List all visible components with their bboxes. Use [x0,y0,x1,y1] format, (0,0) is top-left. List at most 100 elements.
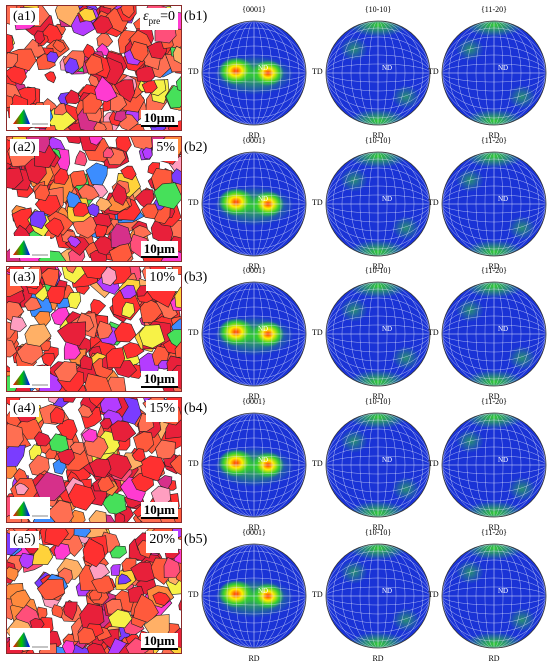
grain [84,373,112,391]
grain-map-graphic [7,6,181,130]
rd-axis-label: RD [372,392,384,401]
panel-label-a: (a1) [10,8,39,25]
ebsd-orientation-map: (a4) 15% 10μm [6,397,182,523]
pole-figure-title: {0001} [242,136,266,145]
rd-axis-label: RD [488,392,500,401]
grain [121,301,136,319]
grain [84,54,104,75]
grain [29,210,47,230]
grain [23,297,42,312]
grain [77,626,97,644]
grain [64,89,81,105]
grain [93,234,115,256]
pole-figure-title: {10-10} [364,136,392,145]
grain [48,398,60,404]
pole-figure-title: {10-10} [364,397,392,406]
ebsd-orientation-map: (a5) 20% 10μm [6,528,182,654]
grain [163,556,181,579]
grain [34,184,50,202]
grain [90,298,107,316]
grain [155,439,176,460]
grain [51,604,64,619]
prestrain-label: εpre=0 [140,8,178,30]
pole-figure-title: {11-20} [480,397,508,406]
grain [140,203,159,220]
rd-axis-label: RD [488,131,500,140]
td-axis-label: TD [188,328,199,337]
grain [102,147,115,159]
strain-symbol: ε [143,9,149,24]
pole-figure: {0001} TD RD ND [188,266,308,401]
grain [53,361,78,383]
nd-axis-label: ND [258,456,269,464]
grain [7,95,14,108]
grain [48,433,70,453]
nd-axis-label: ND [258,64,269,72]
nd-axis-label: ND [382,64,393,72]
strain-subscript: pre [148,15,161,26]
pole-figure-graphic [325,281,431,387]
grain [129,41,149,63]
grain [62,398,76,403]
pole-figure-title: {0001} [242,528,266,537]
td-axis-label: TD [428,328,439,337]
grain [56,321,87,347]
pole-figure-title: {11-20} [480,528,508,537]
rd-axis-label: RD [488,654,500,663]
pole-figure: {0001} TD RD ND [188,528,308,663]
grain [53,542,71,560]
grain [88,74,100,88]
panel-label-b: (b3) [184,270,208,285]
ebsd-orientation-map: (a3) 10% 10μm [6,266,182,392]
nd-axis-label: ND [498,64,509,72]
grain [94,76,118,103]
pole-figure-title: {11-20} [480,136,508,145]
nd-axis-label: ND [258,325,269,333]
pole-figure-graphic [441,20,547,126]
grain [133,431,155,453]
nd-axis-label: ND [498,587,509,595]
pole-figure: {11-20} TD RD ND [428,528,548,663]
pole-figure-graphic [201,412,307,518]
strain-value: 15% [149,401,175,416]
grain [77,183,100,201]
ipf-color-key-icon [10,628,50,650]
nd-axis-label: ND [498,195,509,203]
grain [142,147,153,160]
grain [165,84,181,109]
nd-axis-label: ND [498,325,509,333]
grain [111,182,128,206]
panel-label-b: (b2) [184,140,208,155]
pole-figure: {10-10} TD RD ND [312,397,432,532]
pole-figure-graphic [201,20,307,126]
pole-figure: {10-10} TD RD ND [312,528,432,663]
td-axis-label: TD [428,459,439,468]
grain [44,71,57,84]
strain-value: 10% [149,270,175,285]
prestrain-label: 15% [146,400,178,422]
grain [65,267,77,274]
grain [74,150,88,167]
rd-axis-label: RD [248,654,260,663]
nd-axis-label: ND [382,587,393,595]
scale-bar: 10μm [140,502,178,519]
grain [130,561,159,582]
scale-bar: 10μm [140,633,178,650]
grain [152,591,171,606]
grain [95,197,113,212]
scale-bar: 10μm [140,371,178,388]
grain [94,224,109,238]
grain [119,284,137,299]
rd-axis-label: RD [488,523,500,532]
pole-figure: {11-20} TD RD ND [428,136,548,271]
nd-axis-label: ND [258,195,269,203]
rd-axis-label: RD [248,392,260,401]
nd-axis-label: ND [498,456,509,464]
pole-figure: {0001} TD RD ND [188,5,308,140]
ipf-color-key-icon [10,236,50,258]
pole-figure-title: {0001} [242,5,266,14]
grain [114,110,127,122]
grain [7,566,19,582]
grain [115,137,132,153]
panel-label-b: (b4) [184,401,208,416]
